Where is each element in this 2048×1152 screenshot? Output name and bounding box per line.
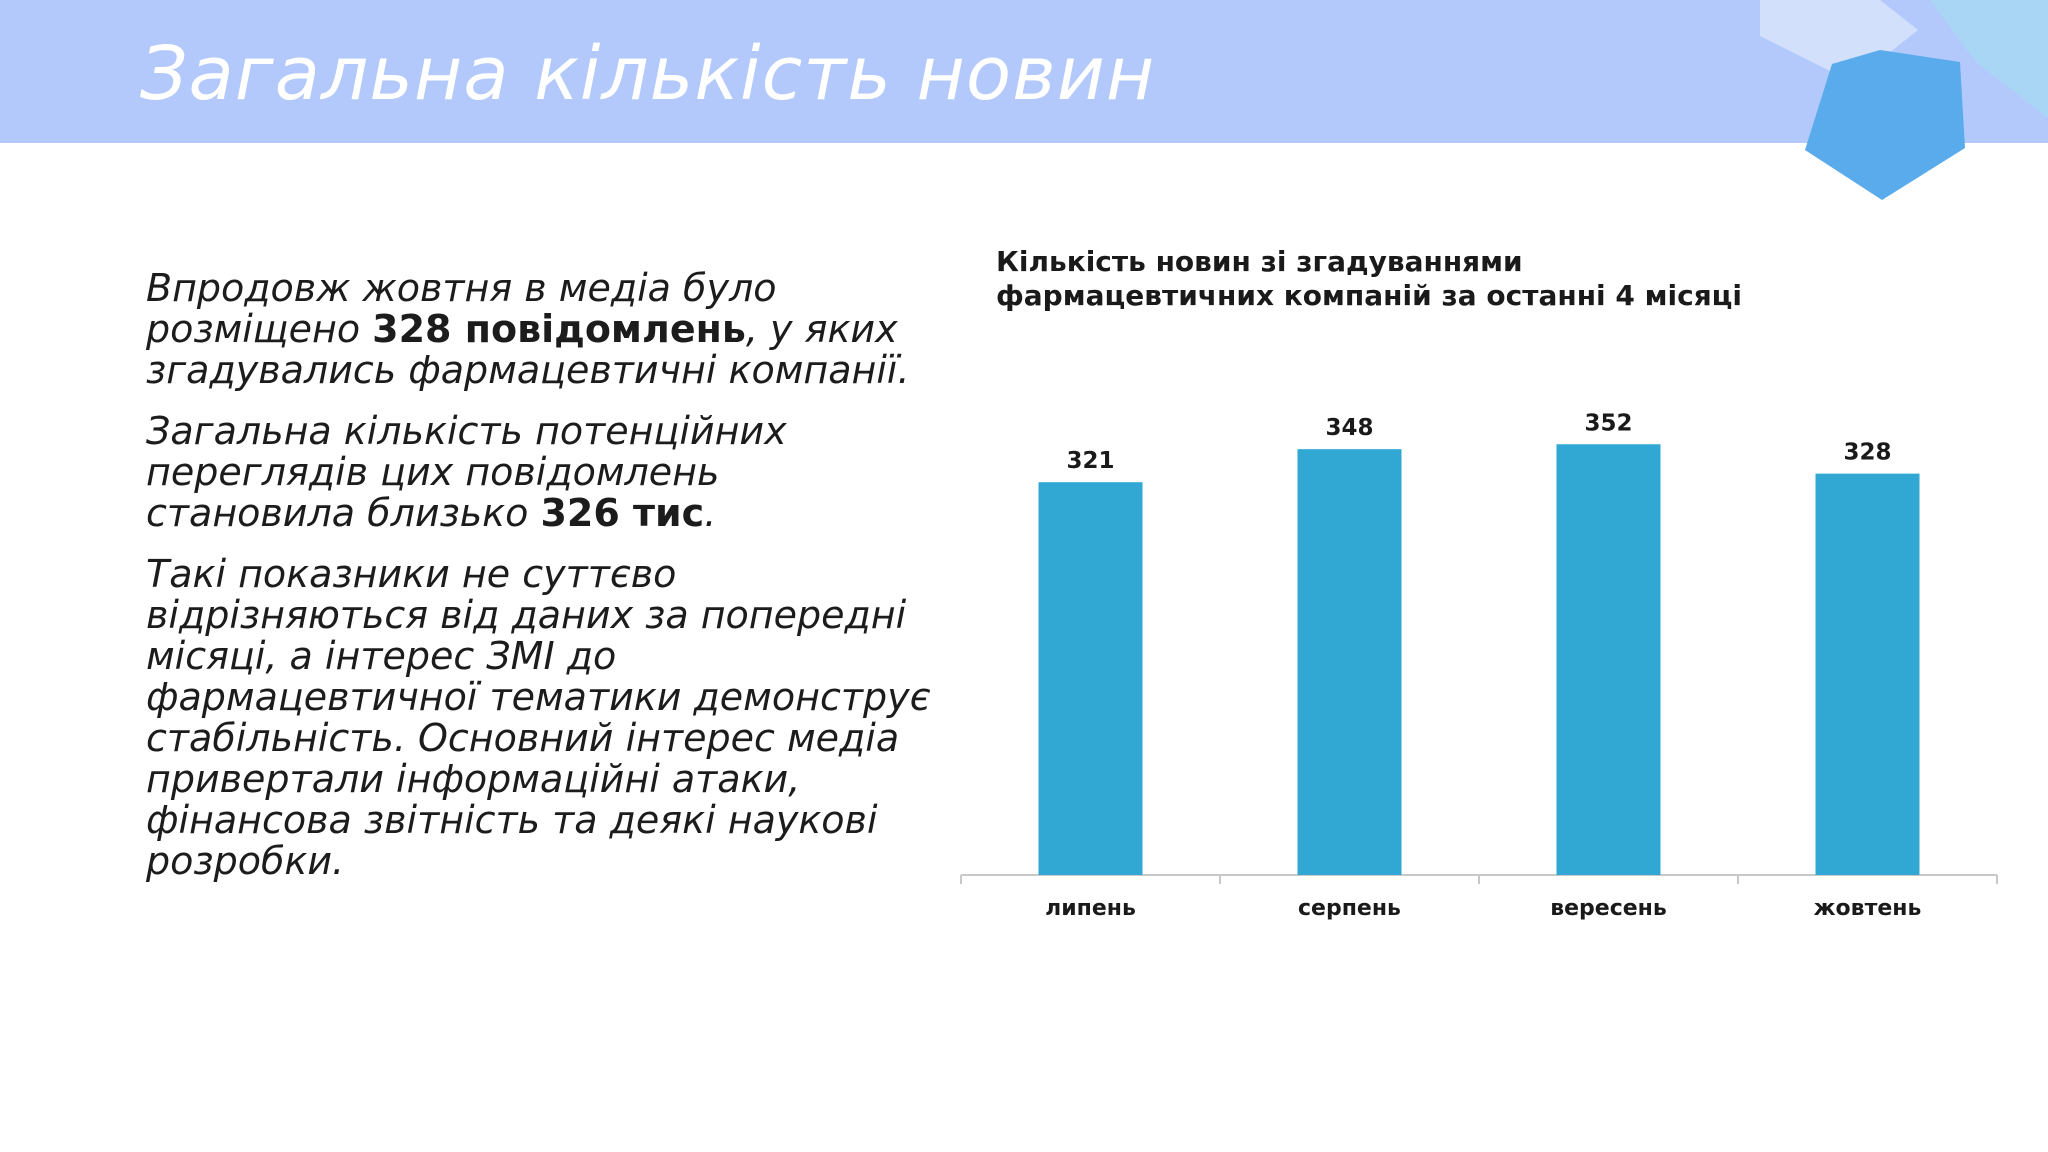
p2-text-end: . [704, 491, 717, 535]
p1-text-start: Впродовж жовтня в медіа було розміщено [146, 266, 777, 351]
chart-title: Кількість новин зі згадуваннями фармацев… [996, 245, 1743, 312]
p2-highlight: 326 тис [540, 491, 705, 535]
bar-вересень [1556, 444, 1661, 875]
decorative-shapes [1760, 0, 2048, 200]
header-band [0, 0, 2048, 143]
x-tick-label: жовтень [1814, 896, 1922, 921]
body-text: Впродовж жовтня в медіа було розміщено 3… [146, 268, 936, 902]
data-label: 328 [1843, 440, 1891, 466]
x-tick-label: серпень [1298, 896, 1401, 921]
deco-pentagon [1805, 50, 1965, 200]
slide-title: Загальна кількість новин [140, 31, 1156, 117]
bar-липень [1038, 482, 1143, 875]
data-label: 352 [1584, 410, 1632, 436]
paragraph-messages: Впродовж жовтня в медіа було розміщено 3… [146, 268, 936, 391]
data-label: 321 [1066, 448, 1114, 474]
x-tick-label: липень [1045, 896, 1136, 921]
p2-text-start: Загальна кількість потенційних перегляді… [146, 409, 787, 535]
deco-light-shape [1760, 0, 1918, 82]
deco-light-shape-right [1930, 0, 2048, 118]
paragraph-summary: Такі показники не суттєво відрізняються … [146, 552, 931, 883]
bar-жовтень [1815, 473, 1920, 875]
p1-text-end: , у яких згадувались фармацевтичні компа… [146, 307, 910, 392]
p1-highlight: 328 повідомлень [372, 307, 746, 351]
bar-chart: 321 липень 348 серпень 352 вересень 328 жовтень [960, 410, 1998, 921]
bar-серпень [1297, 449, 1402, 875]
data-label: 348 [1325, 415, 1373, 441]
paragraph-views: Загальна кількість потенційних перегляді… [146, 411, 936, 534]
x-tick-label: вересень [1550, 896, 1667, 921]
